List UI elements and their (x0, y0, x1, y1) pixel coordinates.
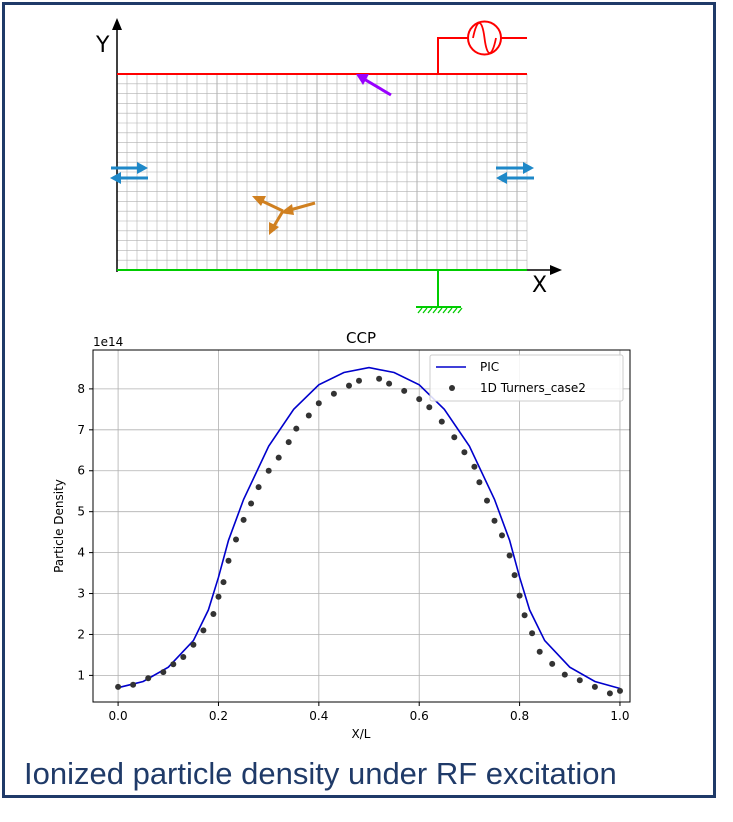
figure-caption: Ionized particle density under RF excita… (24, 756, 617, 791)
ground-icon (416, 270, 463, 314)
figure-frame (2, 2, 716, 798)
scatter-point-turners (180, 654, 187, 660)
boundary-arrows-icon-right (496, 162, 534, 184)
x-axis-arrowhead (550, 265, 562, 275)
scatter-point-turners (484, 497, 490, 504)
x-tick-label: 1.0 (610, 709, 629, 723)
scatter-point-turners (356, 377, 362, 384)
scatter-point-turners (606, 690, 613, 697)
y-axis-title: Particle Density (52, 479, 66, 573)
x-tick-label: 0.4 (309, 709, 328, 723)
simulation-domain-diagram: Y X (95, 18, 562, 314)
scatter-point-turners (476, 479, 483, 486)
scatter-point-turners (451, 434, 458, 441)
x-tick-label: 0.6 (410, 709, 429, 723)
scatter-point-turners (346, 382, 352, 389)
scatter-point-turners (561, 671, 568, 678)
series-line-pic (117, 366, 621, 690)
scatter-point-turners (506, 552, 513, 559)
y-tick-label: 3 (77, 587, 85, 601)
scatter-point-turners (275, 454, 282, 461)
x-axis-title: X/L (352, 727, 371, 741)
legend-turners-label: 1D Turners_case2 (480, 381, 586, 395)
ion-arrow-icon (356, 74, 392, 97)
y-tick-label: 1 (77, 668, 85, 682)
x-axis-label: X (532, 273, 547, 298)
legend-box (429, 354, 624, 402)
rf-source-icon (437, 20, 527, 74)
scatter-point-turners (511, 572, 518, 579)
x-tick-label: 0.8 (510, 709, 529, 723)
scatter-point-turners (416, 396, 423, 403)
scatter-point-turners (461, 449, 468, 456)
y-tick-label: 2 (77, 627, 85, 641)
scatter-point-turners (521, 612, 528, 619)
scatter-point-turners (233, 536, 239, 543)
scatter-point-turners (471, 463, 478, 470)
scatter-point-turners (240, 516, 247, 523)
scatter-point-turners (190, 641, 197, 648)
chart-ticks: 0.0 0.2 0.4 0.6 0.8 1.0 1 2 3 4 5 6 7 8 (77, 382, 629, 723)
x-tick-label: 0.2 (209, 709, 228, 723)
scatter-point-turners (210, 611, 217, 617)
y-tick-label: 8 (77, 382, 85, 396)
scatter-point-turners (285, 439, 292, 446)
legend-turners-swatch (449, 385, 455, 391)
legend-pic-label: PIC (480, 360, 499, 374)
scatter-point-turners (265, 467, 272, 474)
scatter-point-turners (617, 687, 623, 694)
legend: PIC 1D Turners_case2 (429, 354, 624, 402)
collision-arrows-icon (252, 196, 316, 235)
scatter-point-turners (255, 484, 262, 491)
scatter-point-turners (516, 592, 523, 599)
scatter-point-turners (549, 660, 556, 667)
plot-area (92, 349, 631, 703)
scatter-point-turners (591, 683, 598, 690)
scatter-point-turners (438, 418, 445, 425)
scatter-point-turners (315, 400, 322, 407)
mesh-grid (116, 73, 528, 271)
chart-series (115, 366, 623, 697)
y-scale-offset-label: 1e14 (93, 335, 123, 349)
scatter-point-turners (130, 681, 137, 688)
scatter-point-turners (160, 669, 167, 676)
scatter-point-turners (426, 404, 433, 411)
scatter-point-turners (529, 630, 536, 637)
ccp-density-chart: 0.0 0.2 0.4 0.6 0.8 1.0 1 2 3 4 5 6 7 8 CCP X/L Parti… (52, 329, 631, 741)
chart-gridlines (93, 350, 630, 702)
y-tick-label: 4 (77, 546, 85, 560)
scatter-point-turners (576, 677, 583, 684)
scatter-point-turners (401, 387, 408, 394)
scatter-point-turners (200, 627, 207, 634)
y-axis-arrowhead (112, 18, 122, 30)
x-tick-label: 0.0 (109, 709, 128, 723)
chart-title: CCP (346, 329, 376, 347)
scatter-point-turners (491, 517, 498, 524)
scatter-point-turners (220, 579, 227, 586)
scatter-point-turners (536, 648, 543, 655)
scatter-point-turners (170, 661, 177, 668)
scatter-point-turners (115, 683, 122, 690)
scatter-point-turners (215, 593, 222, 600)
scatter-point-turners (225, 557, 232, 564)
scatter-point-turners (376, 375, 383, 382)
scatter-point-turners (330, 390, 337, 397)
y-axis-label: Y (95, 33, 110, 58)
boundary-arrows-icon-left (110, 162, 148, 184)
scatter-point-turners (248, 500, 255, 507)
y-tick-label: 6 (77, 464, 85, 478)
scatter-point-turners (145, 675, 152, 682)
scatter-point-turners (386, 380, 393, 387)
scatter-point-turners (293, 425, 300, 432)
scatter-point-turners (305, 412, 312, 419)
y-tick-label: 5 (77, 505, 85, 519)
scatter-point-turners (499, 532, 505, 539)
y-tick-label: 7 (77, 423, 85, 437)
